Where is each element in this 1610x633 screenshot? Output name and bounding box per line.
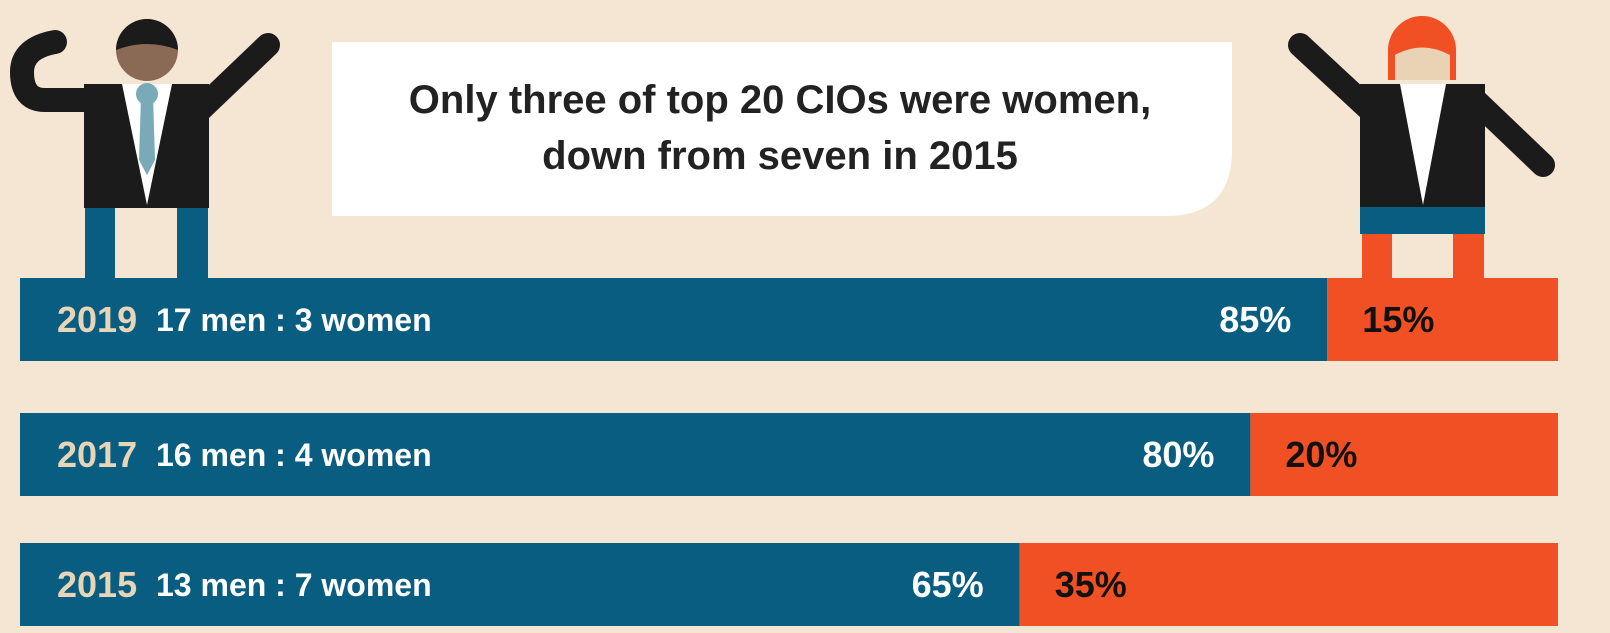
annotation: 16 men : 4 women bbox=[156, 437, 432, 473]
category-label: 2017 bbox=[57, 434, 137, 475]
bar-segment bbox=[20, 413, 1251, 496]
value-label: 65% bbox=[912, 564, 984, 605]
man-figure bbox=[9, 19, 280, 278]
chart-title: Only three of top 20 CIOs were women, do… bbox=[408, 78, 1152, 178]
bar-segment bbox=[1019, 543, 1558, 626]
annotation: 17 men : 3 women bbox=[156, 302, 432, 338]
value-label: 20% bbox=[1285, 434, 1357, 475]
value-label: 80% bbox=[1142, 434, 1214, 475]
category-label: 2015 bbox=[57, 564, 137, 605]
value-label: 35% bbox=[1055, 564, 1127, 605]
annotation: 13 men : 7 women bbox=[156, 567, 432, 603]
woman-figure bbox=[1288, 16, 1555, 278]
value-label: 15% bbox=[1362, 299, 1434, 340]
bar-segment bbox=[1250, 413, 1558, 496]
value-label: 85% bbox=[1219, 299, 1291, 340]
bar-segment bbox=[1327, 278, 1558, 361]
bar-segment bbox=[20, 543, 1020, 626]
category-label: 2019 bbox=[57, 299, 137, 340]
title-bubble bbox=[332, 42, 1232, 216]
bar-segment bbox=[20, 278, 1328, 361]
